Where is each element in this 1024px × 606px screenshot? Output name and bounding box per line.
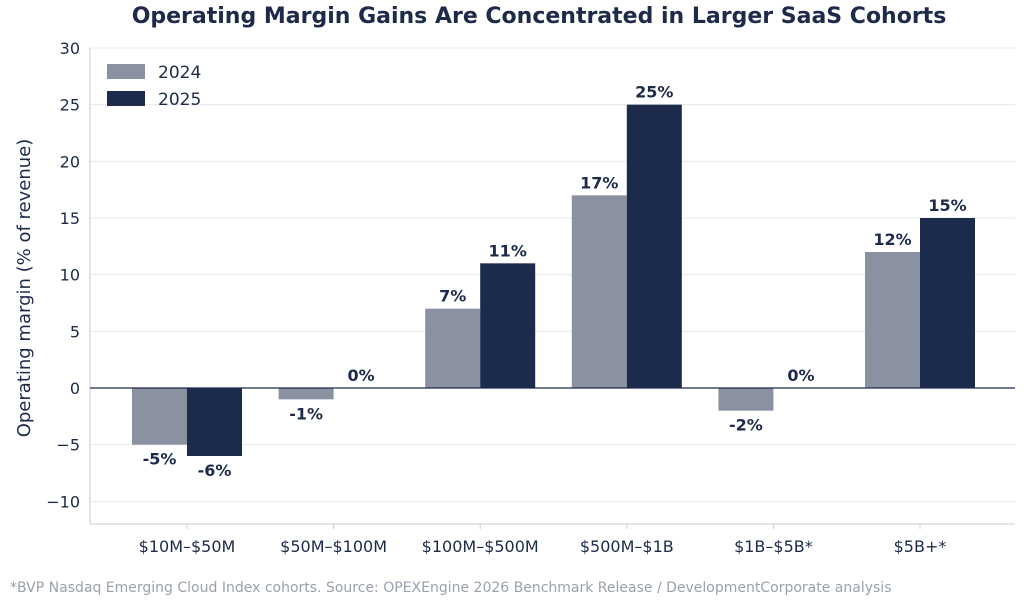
legend-label-2024: 2024 xyxy=(158,63,201,83)
bars xyxy=(132,104,975,456)
legend-label-2025: 2025 xyxy=(158,90,201,110)
y-tick-label: 10 xyxy=(60,266,80,285)
y-tick-label: −10 xyxy=(46,492,80,511)
bar-2025 xyxy=(920,218,975,388)
data-label: 17% xyxy=(580,173,618,192)
data-label: 0% xyxy=(787,366,814,385)
legend: 2024 2025 xyxy=(107,63,201,110)
y-tick-label: 25 xyxy=(60,96,80,115)
bar-2024 xyxy=(425,308,481,388)
x-tick-label: $1B–$5B* xyxy=(734,537,813,556)
data-label: -1% xyxy=(289,404,323,423)
bar-2024 xyxy=(132,388,187,445)
y-tick-label: −5 xyxy=(56,436,80,455)
y-tick-label: 0 xyxy=(70,379,80,398)
legend-swatch-2024 xyxy=(107,64,145,79)
data-label: -6% xyxy=(198,461,232,480)
x-tick-label: $50M–$100M xyxy=(280,537,387,556)
data-label: 11% xyxy=(489,241,527,260)
gridlines xyxy=(90,47,1015,502)
data-label: 25% xyxy=(635,83,673,102)
legend-swatch-2025 xyxy=(107,91,145,106)
data-label: 15% xyxy=(928,196,966,215)
data-label: -2% xyxy=(729,416,763,435)
y-tick-label: 5 xyxy=(70,322,80,341)
bar-2025 xyxy=(187,388,242,456)
bar-2024 xyxy=(718,388,774,411)
data-label: 12% xyxy=(873,230,911,249)
source-note: *BVP Nasdaq Emerging Cloud Index cohorts… xyxy=(10,580,892,596)
x-tick-label: $5B+* xyxy=(894,537,947,556)
data-label: 7% xyxy=(439,287,466,306)
bar-2024 xyxy=(278,388,334,400)
data-labels: -5% -6% -1% 0% 7% 11% 17% 25% -2% 0% 12% 15% xyxy=(143,83,967,480)
bar-2024 xyxy=(571,195,627,388)
y-tick-label: 20 xyxy=(60,152,80,171)
y-tick-label: 30 xyxy=(60,39,80,58)
bar-2025 xyxy=(626,104,682,389)
y-tick-label: 15 xyxy=(60,209,80,228)
x-tick-label: $100M–$500M xyxy=(422,537,539,556)
data-label: -5% xyxy=(143,450,177,469)
bar-2025 xyxy=(480,263,536,388)
x-tick-label: $10M–$50M xyxy=(139,537,236,556)
data-label: 0% xyxy=(348,366,375,385)
y-axis-title: Operating margin (% of revenue) xyxy=(14,139,35,438)
x-tick-label: $500M–$1B xyxy=(580,537,674,556)
chart-title: Operating Margin Gains Are Concentrated … xyxy=(131,4,947,29)
bar-2024 xyxy=(865,252,920,388)
